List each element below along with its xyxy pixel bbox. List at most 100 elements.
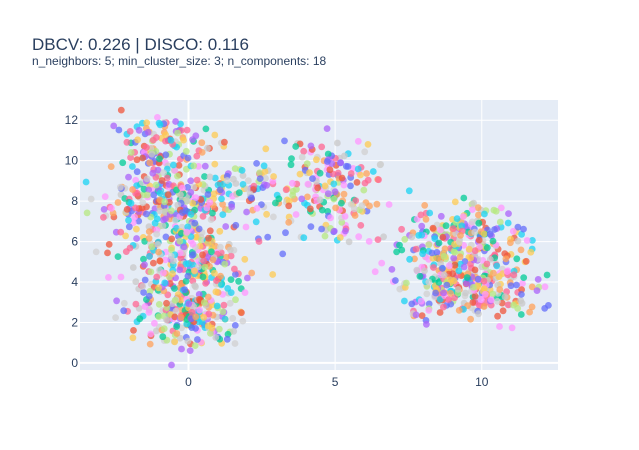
scatter-point [306,205,314,213]
scatter-point [104,249,111,257]
scatter-point [184,183,192,191]
scatter-point [244,177,252,185]
scatter-point [231,340,239,347]
scatter-point [340,181,348,189]
scatter-point [431,235,439,243]
scatter-point [105,241,113,248]
scatter-point [298,195,306,203]
scatter-point [160,269,167,277]
scatter-point [430,264,437,271]
scatter-point [156,189,164,197]
scatter-point [321,232,329,240]
scatter-point [288,155,295,163]
scatter-point [143,175,151,183]
y-tick-label: 0 [71,356,78,370]
scatter-point [507,239,514,247]
scatter-point [202,280,210,287]
scatter-point [463,274,471,281]
scatter-point [373,200,381,208]
scatter-point [437,212,445,220]
scatter-point [146,340,154,348]
scatter-point [517,246,525,254]
scatter-point [155,119,163,127]
scatter-point [471,266,479,274]
scatter-point [156,155,163,163]
scatter-point [110,122,118,130]
scatter-point [127,154,134,162]
scatter-point [152,181,160,189]
scatter-point [477,296,485,304]
scatter-point [429,224,437,232]
scatter-point [139,283,147,290]
scatter-point [226,246,234,254]
scatter-point [223,177,231,185]
scatter-point [156,257,164,265]
scatter-point [175,162,183,169]
scatter-point [518,299,526,307]
scatter-point [174,172,181,180]
scatter-point [425,307,433,314]
scatter-point [154,241,162,248]
scatter-point [155,248,163,256]
chart-subtitle: n_neighbors: 5; min_cluster_size: 3; n_c… [32,54,327,68]
scatter-point [401,235,409,243]
scatter-point [483,244,491,252]
scatter-point [520,274,528,281]
scatter-point [154,166,162,174]
scatter-point [177,191,184,199]
scatter-point [136,315,144,323]
scatter-point [263,181,271,189]
scatter-point [426,209,434,217]
scatter-point [241,289,249,296]
scatter-point [205,234,212,242]
scatter-point [457,232,464,239]
scatter-point [451,198,459,206]
scatter-point [129,163,136,170]
scatter-point [171,285,178,292]
scatter-point [351,212,359,219]
scatter-point [153,230,161,238]
scatter-point [201,162,209,170]
scatter-point [212,334,220,341]
scatter-point [393,248,400,256]
scatter-point [176,266,184,274]
scatter-point [192,233,200,241]
scatter-point [481,210,488,218]
scatter-point [239,181,247,188]
scatter-point [440,253,448,260]
scatter-point [493,262,501,270]
scatter-point [449,225,457,233]
scatter-point [162,137,169,145]
scatter-point [456,238,463,246]
scatter-point [504,301,512,309]
scatter-point [509,227,517,235]
scatter-point [425,300,433,308]
scatter-point [193,176,201,184]
scatter-point [134,136,142,144]
scatter-point [169,270,176,278]
scatter-point [189,251,197,258]
scatter-point [467,254,474,262]
scatter-point [481,290,489,298]
scatter-point [150,191,158,199]
scatter-point [303,160,311,168]
scatter-point [179,184,186,192]
scatter-point [470,199,477,207]
scatter-point [230,175,237,183]
scatter-point [304,193,311,201]
y-tick-label: 4 [71,275,78,289]
scatter-point [340,190,348,198]
scatter-point [184,154,192,162]
scatter-point [314,184,322,192]
scatter-point [216,227,224,235]
scatter-point [171,338,179,346]
scatter-point [318,225,325,233]
scatter-point [140,289,148,296]
scatter-point [451,261,459,269]
x-tick-label: 10 [475,375,489,389]
scatter-point [209,209,216,217]
scatter-point [354,165,362,173]
scatter-point [184,197,191,205]
scatter-point [174,129,182,137]
scatter-point [323,158,331,165]
